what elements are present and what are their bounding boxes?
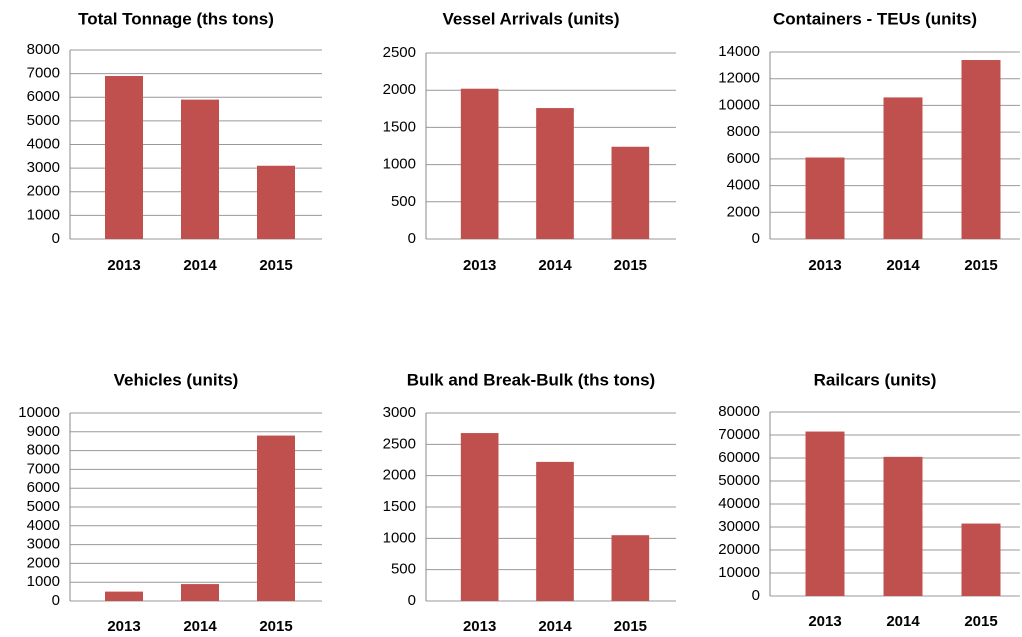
bar (257, 435, 295, 601)
bar (805, 431, 845, 596)
chart-title: Containers - TEUs (units) (773, 9, 977, 28)
x-tick-label: 2013 (107, 618, 140, 635)
x-tick-label: 2015 (964, 613, 997, 630)
bar (611, 535, 650, 601)
x-tick-label: 2014 (183, 618, 217, 635)
y-tick-label: 4000 (27, 517, 60, 534)
y-tick-label: 10000 (18, 404, 60, 421)
x-tick-label: 2013 (808, 613, 841, 630)
y-tick-label: 2000 (383, 81, 416, 98)
y-tick-label: 10000 (718, 96, 760, 113)
bar (883, 97, 923, 240)
y-tick-label: 1000 (27, 206, 60, 223)
bar (181, 99, 219, 239)
y-tick-label: 500 (391, 193, 416, 210)
chart-title: Total Tonnage (ths tons) (78, 9, 274, 28)
bar (257, 165, 295, 239)
y-tick-label: 1000 (27, 573, 60, 590)
bar (883, 456, 923, 596)
bar (181, 584, 219, 601)
y-tick-label: 2000 (383, 467, 416, 484)
y-tick-label: 0 (52, 230, 60, 247)
x-tick-label: 2013 (808, 257, 841, 274)
x-tick-label: 2013 (463, 257, 496, 274)
x-tick-label: 2014 (886, 613, 920, 630)
x-tick-label: 2015 (964, 257, 997, 274)
bar (536, 108, 574, 239)
chart-title: Vessel Arrivals (units) (442, 9, 619, 28)
y-tick-label: 80000 (718, 403, 760, 420)
y-tick-label: 6000 (27, 479, 60, 496)
bar (611, 146, 650, 239)
y-tick-label: 8000 (27, 442, 60, 459)
bar (105, 75, 143, 239)
x-tick-label: 2015 (614, 618, 647, 635)
y-tick-label: 7000 (27, 460, 60, 477)
y-tick-label: 1500 (383, 118, 416, 135)
y-tick-label: 8000 (27, 41, 60, 58)
y-tick-label: 12000 (718, 70, 760, 87)
bar (105, 591, 143, 601)
y-tick-label: 3000 (27, 159, 60, 176)
y-tick-label: 3000 (383, 404, 416, 421)
x-tick-label: 2014 (538, 257, 572, 274)
y-tick-label: 10000 (718, 564, 760, 581)
y-tick-label: 5000 (27, 112, 60, 129)
y-tick-label: 7000 (27, 65, 60, 82)
x-tick-label: 2015 (259, 257, 292, 274)
y-tick-label: 1000 (383, 529, 416, 546)
x-tick-label: 2015 (259, 618, 292, 635)
bar (961, 60, 1001, 240)
y-tick-label: 5000 (27, 498, 60, 515)
x-tick-label: 2015 (614, 257, 647, 274)
y-tick-label: 0 (52, 592, 60, 609)
bar (805, 157, 845, 239)
y-tick-label: 1500 (383, 498, 416, 515)
y-tick-label: 4000 (727, 177, 760, 194)
y-tick-label: 60000 (718, 449, 760, 466)
y-tick-label: 50000 (718, 472, 760, 489)
y-tick-label: 0 (408, 592, 416, 609)
x-tick-label: 2014 (183, 257, 217, 274)
y-tick-label: 2000 (727, 203, 760, 220)
y-tick-label: 8000 (727, 123, 760, 140)
x-tick-label: 2014 (886, 257, 920, 274)
bar (460, 88, 499, 239)
bar (536, 461, 574, 601)
x-tick-label: 2014 (538, 618, 572, 635)
chart-title: Railcars (units) (814, 370, 937, 389)
y-tick-label: 30000 (718, 518, 760, 535)
y-tick-label: 40000 (718, 495, 760, 512)
x-tick-label: 2013 (107, 257, 140, 274)
y-tick-label: 3000 (27, 536, 60, 553)
y-tick-label: 500 (391, 561, 416, 578)
y-tick-label: 0 (408, 230, 416, 247)
bar (460, 433, 499, 601)
y-tick-label: 20000 (718, 541, 760, 558)
x-tick-label: 2013 (463, 618, 496, 635)
y-tick-label: 4000 (27, 135, 60, 152)
y-tick-label: 9000 (27, 423, 60, 440)
y-tick-label: 0 (752, 230, 760, 247)
y-tick-label: 2500 (383, 44, 416, 61)
chart-title: Bulk and Break-Bulk (ths tons) (407, 370, 655, 389)
y-tick-label: 2000 (27, 554, 60, 571)
y-tick-label: 70000 (718, 426, 760, 443)
y-tick-label: 6000 (727, 150, 760, 167)
y-tick-label: 0 (752, 587, 760, 604)
y-tick-label: 14000 (718, 43, 760, 60)
y-tick-label: 1000 (383, 156, 416, 173)
y-tick-label: 2500 (383, 435, 416, 452)
y-tick-label: 6000 (27, 88, 60, 105)
y-tick-label: 2000 (27, 183, 60, 200)
chart-title: Vehicles (units) (114, 370, 239, 389)
bar (961, 523, 1001, 596)
